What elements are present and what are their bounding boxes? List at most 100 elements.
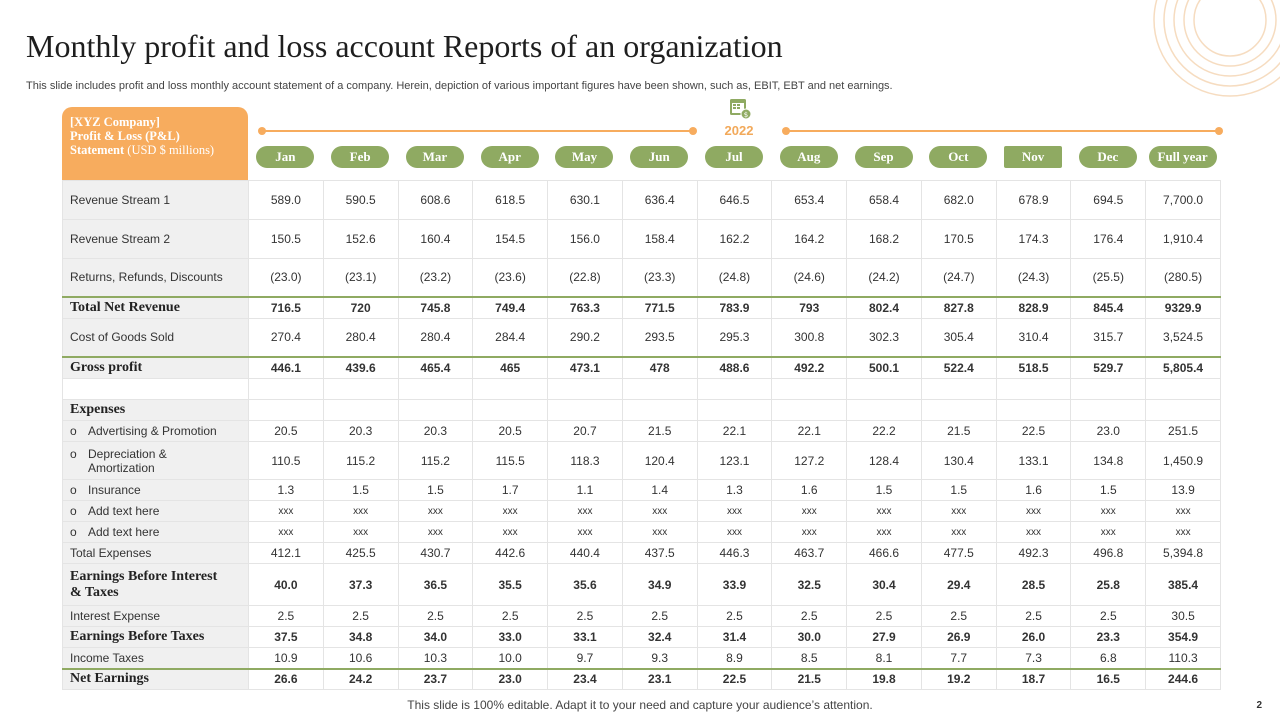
cell-aug: 22.1 — [771, 420, 848, 442]
cell-jun — [621, 378, 698, 400]
cell-jul: 31.4 — [696, 626, 773, 648]
year-timeline — [258, 127, 1223, 135]
cell-aug: 21.5 — [771, 668, 848, 690]
cell-may: 20.7 — [547, 420, 623, 442]
cell-full-year: 7,700.0 — [1145, 180, 1221, 220]
cell-nov: 828.9 — [995, 296, 1072, 319]
cell-oct: 7.7 — [920, 647, 997, 670]
cell-jun: 1.4 — [621, 479, 698, 501]
row-label-text: Total Expenses — [70, 546, 152, 560]
cell-jan — [248, 378, 324, 400]
cell-full-year: 9329.9 — [1145, 296, 1221, 319]
cell-may: 156.0 — [547, 219, 623, 259]
cell-oct: 21.5 — [920, 420, 997, 442]
unit-label: (USD $ millions) — [127, 143, 215, 157]
row-label-text: Interest Expense — [70, 609, 161, 623]
row-label-text: Add text here — [88, 504, 160, 518]
row-label: o Insurance — [62, 479, 249, 501]
table-row: Total Net Revenue 716.5 720 745.8 749.4 763.3… — [62, 296, 1221, 319]
row-label: Interest Expense — [62, 605, 249, 627]
cell-full-year: 354.9 — [1145, 626, 1221, 648]
cell-may: 440.4 — [547, 542, 623, 564]
row-label-text: Earnings Before Taxes — [70, 629, 205, 644]
cell-oct: 29.4 — [920, 563, 997, 606]
cell-jul: 22.1 — [696, 420, 773, 442]
cell-jan: (23.0) — [248, 258, 324, 298]
cell-may: 763.3 — [547, 296, 623, 319]
cell-jan: 589.0 — [248, 180, 324, 220]
cell-feb: 24.2 — [322, 668, 399, 690]
row-label-text: Earnings Before Interest — [70, 568, 218, 584]
cell-dec: 845.4 — [1070, 296, 1147, 319]
cell-nov: 2.5 — [995, 605, 1072, 627]
cell-feb — [322, 378, 399, 400]
cell-apr: 284.4 — [472, 318, 549, 358]
cell-sep: 466.6 — [846, 542, 922, 564]
cell-mar: 430.7 — [397, 542, 474, 564]
cell-full-year — [1145, 378, 1221, 400]
cell-apr: 154.5 — [472, 219, 549, 259]
cell-jan: 2.5 — [248, 605, 324, 627]
calendar-money-icon: $ — [730, 99, 752, 120]
cell-feb — [322, 399, 399, 421]
cell-dec: 496.8 — [1070, 542, 1147, 564]
month-pill-full-year: Full year — [1148, 146, 1217, 168]
cell-mar: 115.2 — [397, 441, 474, 480]
cell-dec: 176.4 — [1070, 219, 1147, 259]
cell-sep: 2.5 — [846, 605, 922, 627]
cell-feb: 590.5 — [322, 180, 399, 220]
cell-full-year: 1,450.9 — [1145, 441, 1221, 480]
cell-jul: 2.5 — [696, 605, 773, 627]
month-pill-jan: Jan — [256, 146, 315, 168]
cell-mar: 465.4 — [397, 356, 474, 379]
row-label: Revenue Stream 1 — [62, 180, 249, 220]
footer-note: This slide is 100% editable. Adapt it to… — [407, 698, 873, 712]
cell-oct: 19.2 — [920, 668, 997, 690]
cell-jan: 10.9 — [248, 647, 324, 670]
bullet-icon: o — [70, 446, 77, 461]
cell-jan: 110.5 — [248, 441, 324, 480]
row-label-text-2: Amortization — [88, 460, 155, 475]
cell-dec: (25.5) — [1070, 258, 1147, 298]
month-pill-apr: Apr — [480, 146, 539, 168]
cell-sep: (24.2) — [846, 258, 922, 298]
cell-oct: 477.5 — [920, 542, 997, 564]
cell-jun: 158.4 — [621, 219, 698, 259]
cell-aug: 653.4 — [771, 180, 848, 220]
cell-feb: 425.5 — [322, 542, 399, 564]
year-label: 2022 — [724, 123, 754, 138]
cell-apr: 10.0 — [472, 647, 549, 670]
cell-oct — [920, 399, 997, 421]
table-row: Net Earnings 26.6 24.2 23.7 23.0 23.4 23.1 22.5… — [62, 668, 1221, 690]
cell-jul: xxx — [696, 521, 773, 543]
cell-oct: 522.4 — [920, 356, 997, 379]
cell-nov: xxx — [995, 521, 1072, 543]
cell-may — [547, 378, 623, 400]
cell-aug: 32.5 — [771, 563, 848, 606]
cell-apr: 23.0 — [472, 668, 549, 690]
cell-sep: 1.5 — [846, 479, 922, 501]
cell-dec — [1070, 378, 1147, 400]
cell-feb: 2.5 — [322, 605, 399, 627]
company-header-box: [XYZ Company] Profit & Loss (P&L) Statem… — [62, 107, 248, 182]
cell-apr — [472, 399, 549, 421]
month-pill-jul: Jul — [705, 146, 763, 168]
cell-jan: 270.4 — [248, 318, 324, 358]
cell-aug: xxx — [771, 500, 848, 522]
row-label-text: Expenses — [70, 402, 126, 417]
cell-mar: 2.5 — [397, 605, 474, 627]
row-label: Cost of Goods Sold — [62, 318, 249, 358]
cell-jan: 150.5 — [248, 219, 324, 259]
cell-jan: 40.0 — [248, 563, 324, 606]
cell-jan: 26.6 — [248, 668, 324, 690]
table-row: Returns, Refunds, Discounts (23.0) (23.1)(… — [62, 258, 1221, 298]
cell-aug: 1.6 — [771, 479, 848, 501]
cell-full-year: xxx — [1145, 500, 1221, 522]
cell-jan: 446.1 — [248, 356, 324, 379]
table-row: o Add text here xxx xxx xxx xxx xxx xxx xxx xxx xx… — [62, 500, 1221, 522]
cell-sep: 802.4 — [846, 296, 922, 319]
cell-nov: 310.4 — [995, 318, 1072, 358]
cell-full-year: 244.6 — [1145, 668, 1221, 690]
cell-mar: 23.7 — [397, 668, 474, 690]
cell-oct: 130.4 — [920, 441, 997, 480]
